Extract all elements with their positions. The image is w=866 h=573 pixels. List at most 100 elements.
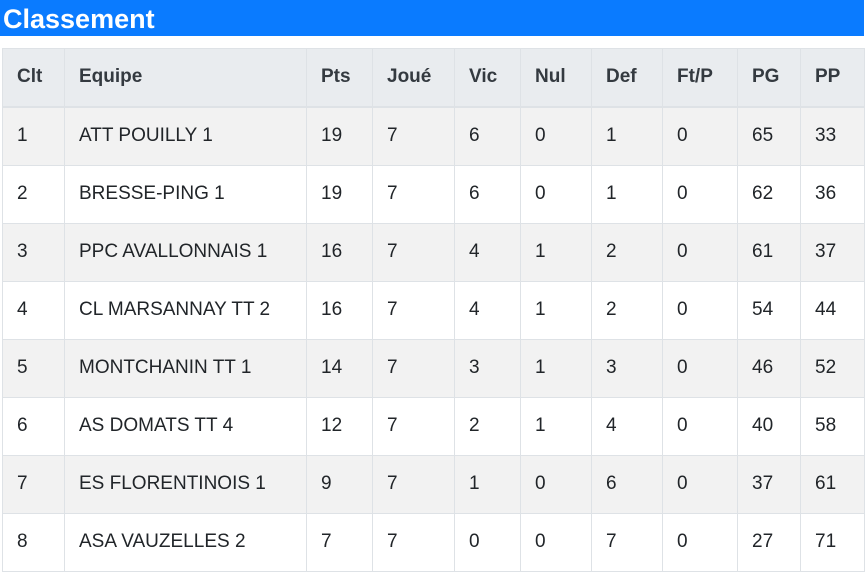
- cell-nul: 0: [520, 164, 592, 224]
- title-bar: Classement: [0, 0, 864, 36]
- cell-pts: 16: [306, 222, 373, 282]
- cell-pp: 61: [800, 454, 865, 514]
- cell-nul: 0: [520, 454, 592, 514]
- cell-nul: 1: [520, 396, 592, 456]
- cell-joue: 7: [372, 164, 455, 224]
- cell-vic: 6: [454, 164, 521, 224]
- cell-vic: 4: [454, 222, 521, 282]
- cell-clt: 7: [2, 454, 65, 514]
- cell-pp: 37: [800, 222, 865, 282]
- cell-pts: 19: [306, 106, 373, 166]
- cell-clt: 4: [2, 280, 65, 340]
- header-vic: Vic: [454, 48, 521, 108]
- cell-pp: 44: [800, 280, 865, 340]
- cell-pp: 71: [800, 512, 865, 572]
- cell-ftp: 0: [662, 280, 738, 340]
- standings-table-container: Clt Equipe Pts Joué Vic Nul Def Ft/P PG …: [2, 48, 865, 572]
- cell-equipe: BRESSE-PING 1: [64, 164, 307, 224]
- cell-ftp: 0: [662, 338, 738, 398]
- cell-clt: 5: [2, 338, 65, 398]
- cell-joue: 7: [372, 512, 455, 572]
- cell-nul: 1: [520, 280, 592, 340]
- cell-def: 3: [591, 338, 663, 398]
- cell-pg: 27: [737, 512, 801, 572]
- table-row: 2 BRESSE-PING 1 19 7 6 0 1 0 62 36: [2, 164, 865, 224]
- table-row: 1 ATT POUILLY 1 19 7 6 0 1 0 65 33: [2, 106, 865, 166]
- cell-pg: 40: [737, 396, 801, 456]
- cell-vic: 6: [454, 106, 521, 166]
- cell-pp: 58: [800, 396, 865, 456]
- cell-vic: 4: [454, 280, 521, 340]
- table-row: 8 ASA VAUZELLES 2 7 7 0 0 7 0 27 71: [2, 512, 865, 572]
- cell-joue: 7: [372, 454, 455, 514]
- cell-pp: 33: [800, 106, 865, 166]
- cell-joue: 7: [372, 222, 455, 282]
- cell-equipe: ES FLORENTINOIS 1: [64, 454, 307, 514]
- cell-pg: 54: [737, 280, 801, 340]
- table-row: 4 CL MARSANNAY TT 2 16 7 4 1 2 0 54 44: [2, 280, 865, 340]
- cell-def: 4: [591, 396, 663, 456]
- cell-joue: 7: [372, 338, 455, 398]
- cell-joue: 7: [372, 106, 455, 166]
- cell-pts: 9: [306, 454, 373, 514]
- cell-vic: 1: [454, 454, 521, 514]
- table-row: 5 MONTCHANIN TT 1 14 7 3 1 3 0 46 52: [2, 338, 865, 398]
- cell-def: 1: [591, 106, 663, 166]
- cell-vic: 3: [454, 338, 521, 398]
- table-row: 6 AS DOMATS TT 4 12 7 2 1 4 0 40 58: [2, 396, 865, 456]
- cell-def: 1: [591, 164, 663, 224]
- cell-clt: 1: [2, 106, 65, 166]
- cell-pts: 12: [306, 396, 373, 456]
- header-clt: Clt: [2, 48, 65, 108]
- cell-nul: 0: [520, 106, 592, 166]
- cell-nul: 0: [520, 512, 592, 572]
- header-pp: PP: [800, 48, 865, 108]
- cell-pts: 7: [306, 512, 373, 572]
- cell-equipe: AS DOMATS TT 4: [64, 396, 307, 456]
- cell-def: 6: [591, 454, 663, 514]
- cell-joue: 7: [372, 396, 455, 456]
- cell-pts: 16: [306, 280, 373, 340]
- standings-table: Clt Equipe Pts Joué Vic Nul Def Ft/P PG …: [2, 48, 865, 572]
- table-header-row: Clt Equipe Pts Joué Vic Nul Def Ft/P PG …: [2, 48, 865, 108]
- cell-equipe: MONTCHANIN TT 1: [64, 338, 307, 398]
- cell-joue: 7: [372, 280, 455, 340]
- table-row: 3 PPC AVALLONNAIS 1 16 7 4 1 2 0 61 37: [2, 222, 865, 282]
- cell-ftp: 0: [662, 512, 738, 572]
- cell-clt: 8: [2, 512, 65, 572]
- cell-vic: 2: [454, 396, 521, 456]
- cell-nul: 1: [520, 338, 592, 398]
- cell-ftp: 0: [662, 164, 738, 224]
- cell-ftp: 0: [662, 106, 738, 166]
- cell-pg: 62: [737, 164, 801, 224]
- cell-clt: 2: [2, 164, 65, 224]
- header-pts: Pts: [306, 48, 373, 108]
- cell-clt: 6: [2, 396, 65, 456]
- cell-def: 2: [591, 222, 663, 282]
- cell-pg: 65: [737, 106, 801, 166]
- cell-equipe: PPC AVALLONNAIS 1: [64, 222, 307, 282]
- cell-equipe: ASA VAUZELLES 2: [64, 512, 307, 572]
- cell-equipe: ATT POUILLY 1: [64, 106, 307, 166]
- header-equipe: Equipe: [64, 48, 307, 108]
- header-nul: Nul: [520, 48, 592, 108]
- cell-def: 2: [591, 280, 663, 340]
- header-def: Def: [591, 48, 663, 108]
- cell-pp: 52: [800, 338, 865, 398]
- cell-def: 7: [591, 512, 663, 572]
- cell-pts: 19: [306, 164, 373, 224]
- cell-ftp: 0: [662, 222, 738, 282]
- cell-ftp: 0: [662, 396, 738, 456]
- cell-nul: 1: [520, 222, 592, 282]
- cell-vic: 0: [454, 512, 521, 572]
- header-ftp: Ft/P: [662, 48, 738, 108]
- cell-pg: 61: [737, 222, 801, 282]
- cell-equipe: CL MARSANNAY TT 2: [64, 280, 307, 340]
- cell-pp: 36: [800, 164, 865, 224]
- header-joue: Joué: [372, 48, 455, 108]
- cell-ftp: 0: [662, 454, 738, 514]
- cell-clt: 3: [2, 222, 65, 282]
- page-title: Classement: [3, 4, 155, 34]
- cell-pts: 14: [306, 338, 373, 398]
